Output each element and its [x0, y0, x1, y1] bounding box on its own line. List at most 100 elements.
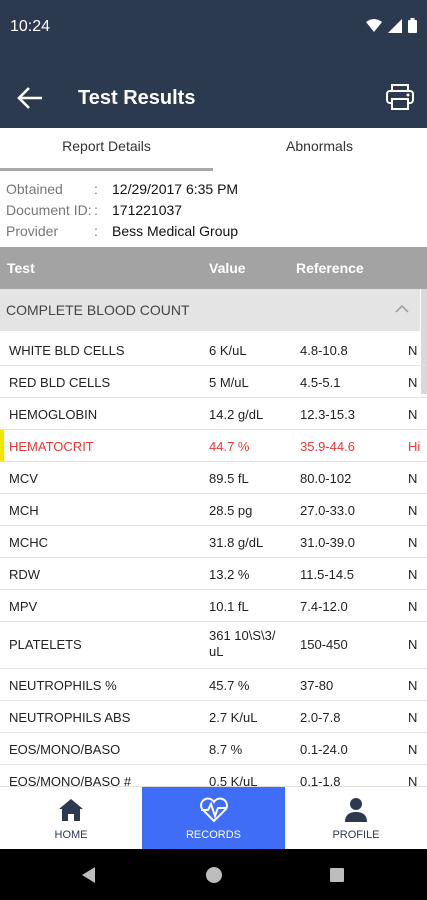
test-flag: N — [408, 599, 418, 614]
test-reference: 2.0-7.8 — [300, 710, 341, 725]
table-row[interactable]: NEUTROPHILS % 45.7 % 37-80 N — [0, 669, 427, 701]
battery-icon — [408, 18, 417, 33]
test-value: 31.8 g/dL — [209, 535, 264, 550]
active-tab-indicator — [0, 168, 213, 171]
test-flag: N — [408, 407, 418, 422]
table-row[interactable]: RDW 13.2 % 11.5-14.5 N — [0, 558, 427, 590]
test-flag: N — [408, 678, 418, 693]
signal-icon — [388, 18, 402, 33]
abnormal-marker — [0, 430, 4, 461]
test-name: WHITE BLD CELLS — [9, 343, 125, 358]
test-reference: 4.8-10.8 — [300, 343, 348, 358]
tab-report-details[interactable]: Report Details — [62, 138, 151, 154]
test-name: MCHC — [9, 535, 48, 550]
test-name: HEMOGLOBIN — [9, 407, 98, 422]
table-row[interactable]: MCV 89.5 fL 80.0-102 N — [0, 462, 427, 494]
test-value: 45.7 % — [209, 678, 250, 693]
test-name: NEUTROPHILS % — [9, 678, 117, 693]
status-icons — [366, 18, 417, 33]
test-value: 89.5 fL — [209, 471, 249, 486]
nav-records[interactable]: RECORDS — [142, 787, 285, 850]
test-name: HEMATOCRIT — [9, 439, 94, 454]
table-row[interactable]: HEMOGLOBIN 14.2 g/dL 12.3-15.3 N — [0, 398, 427, 430]
test-value: 2.7 K/uL — [209, 710, 258, 725]
table-row[interactable]: NEUTROPHILS ABS 2.7 K/uL 2.0-7.8 N — [0, 701, 427, 733]
test-reference: 80.0-102 — [300, 471, 352, 486]
wifi-icon — [366, 18, 382, 32]
test-reference: 31.0-39.0 — [300, 535, 355, 550]
test-reference: 0.1-1.8 — [300, 774, 341, 786]
table-row[interactable]: MCH 28.5 pg 27.0-33.0 N — [0, 494, 427, 526]
test-name: RED BLD CELLS — [9, 375, 111, 390]
test-name: RDW — [9, 567, 41, 582]
table-row[interactable]: MCHC 31.8 g/dL 31.0-39.0 N — [0, 526, 427, 558]
recents-square-icon[interactable] — [328, 866, 346, 884]
test-name: NEUTROPHILS ABS — [9, 710, 131, 725]
test-value: 13.2 % — [209, 567, 250, 582]
test-name: EOS/MONO/BASO # — [9, 774, 132, 786]
table-header: Test Value Reference — [0, 247, 427, 289]
test-name: MCV — [9, 471, 38, 486]
back-triangle-icon[interactable] — [80, 866, 98, 884]
test-flag: N — [408, 343, 418, 358]
system-nav-bar — [0, 849, 427, 900]
test-name: MPV — [9, 599, 38, 614]
report-details: Obtained: 12/29/2017 6:35 PM Document ID… — [6, 181, 239, 239]
test-reference: 0.1-24.0 — [300, 742, 348, 757]
test-reference: 27.0-33.0 — [300, 503, 355, 518]
test-flag: N — [408, 637, 418, 652]
nav-profile[interactable]: PROFILE — [285, 787, 427, 850]
printer-icon — [386, 84, 414, 110]
test-value: 28.5 pg — [209, 503, 253, 518]
test-name: EOS/MONO/BASO — [9, 742, 121, 757]
table-row[interactable]: RED BLD CELLS 5 M/uL 4.5-5.1 N — [0, 366, 427, 398]
test-value: 361 10\S\3/ uL — [209, 628, 276, 659]
test-value: 6 K/uL — [209, 343, 247, 358]
test-reference: 4.5-5.1 — [300, 375, 341, 390]
table-row[interactable]: WHITE BLD CELLS 6 K/uL 4.8-10.8 N — [0, 334, 427, 366]
nav-home[interactable]: HOME — [0, 787, 142, 850]
table-row[interactable]: MPV 10.1 fL 7.4-12.0 N — [0, 590, 427, 622]
test-value: 10.1 fL — [209, 599, 249, 614]
test-value: 44.7 % — [209, 439, 250, 454]
scrollbar[interactable] — [421, 289, 427, 394]
print-button[interactable] — [385, 82, 415, 112]
test-reference: 12.3-15.3 — [300, 407, 355, 422]
header-test: Test — [7, 260, 35, 276]
table-row[interactable]: EOS/MONO/BASO # 0.5 K/uL 0.1-1.8 N — [0, 765, 427, 786]
header-reference: Reference — [296, 260, 364, 276]
page-title: Test Results — [78, 87, 196, 109]
test-reference: 150-450 — [300, 637, 348, 652]
table-row[interactable]: HEMATOCRIT 44.7 % 35.9-44.6 Hi — [0, 430, 427, 462]
chevron-up-icon — [395, 304, 409, 313]
header-value: Value — [209, 260, 246, 276]
test-flag: N — [408, 710, 418, 725]
app-bar: Test Results — [0, 68, 427, 128]
status-time: 10:24 — [10, 18, 51, 35]
back-arrow-icon — [17, 87, 42, 109]
test-value: 5 M/uL — [209, 375, 249, 390]
tab-bar: Report Details Abnormals — [0, 128, 427, 172]
test-flag: N — [408, 567, 418, 582]
home-circle-icon[interactable] — [205, 866, 223, 884]
test-flag: N — [408, 742, 418, 757]
results-list: WHITE BLD CELLS 6 K/uL 4.8-10.8 N RED BLD CE… — [0, 334, 427, 786]
test-value: 0.5 K/uL — [209, 774, 258, 786]
test-reference: 35.9-44.6 — [300, 439, 355, 454]
test-flag: N — [408, 774, 418, 786]
test-value: 8.7 % — [209, 742, 243, 757]
test-reference: 7.4-12.0 — [300, 599, 348, 614]
table-row[interactable]: EOS/MONO/BASO 8.7 % 0.1-24.0 N — [0, 733, 427, 765]
group-header[interactable]: COMPLETE BLOOD COUNT — [0, 289, 420, 331]
tab-abnormals[interactable]: Abnormals — [286, 138, 353, 154]
bottom-nav: HOME RECORDS PROFILE — [0, 786, 427, 850]
test-value: 14.2 g/dL — [209, 407, 264, 422]
heartbeat-icon — [199, 797, 228, 823]
test-flag: Hi — [408, 439, 421, 454]
group-label: COMPLETE BLOOD COUNT — [6, 302, 190, 318]
table-row[interactable]: PLATELETS 361 10\S\3/ uL 150-450 N — [0, 622, 427, 669]
back-button[interactable] — [14, 82, 48, 114]
test-reference: 37-80 — [300, 678, 334, 693]
test-flag: N — [408, 503, 418, 518]
status-bar: 10:24 — [0, 0, 427, 68]
